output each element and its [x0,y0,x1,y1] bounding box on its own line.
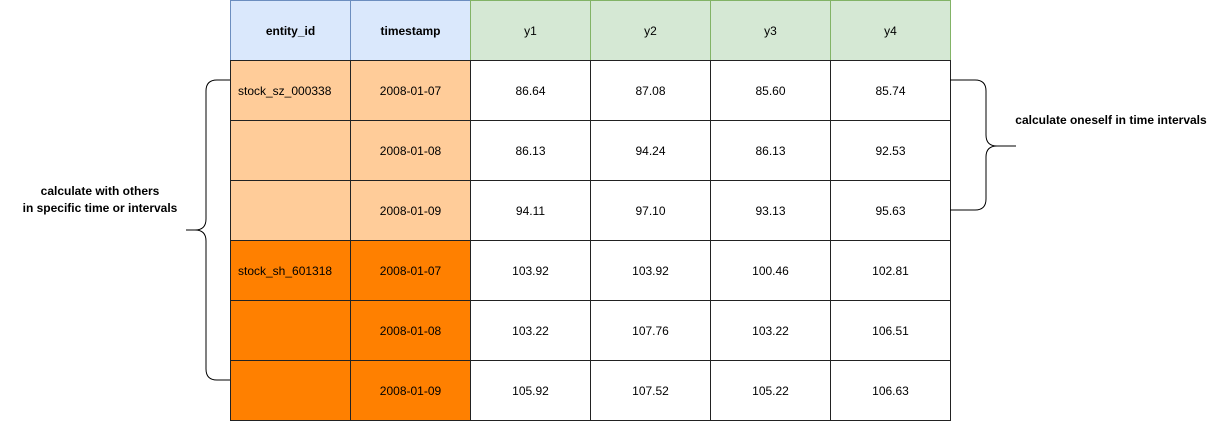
cell-y4: 102.81 [830,240,951,301]
cell-y2: 107.52 [590,360,711,421]
cell-timestamp: 2008-01-09 [350,360,471,421]
cell-y4: 106.63 [830,360,951,421]
cell-y1: 105.92 [470,360,591,421]
cell-entity-id [230,120,351,181]
cell-timestamp: 2008-01-07 [350,60,471,121]
right-curly-brace [950,79,1016,211]
header-y1: y1 [470,0,591,61]
cell-y3: 85.60 [710,60,831,121]
cell-entity-id [230,180,351,241]
cell-y1: 86.13 [470,120,591,181]
cell-timestamp: 2008-01-09 [350,180,471,241]
header-entity-id: entity_id [230,0,351,61]
cell-y2: 97.10 [590,180,711,241]
header-y3: y3 [710,0,831,61]
cell-y1: 103.92 [470,240,591,301]
cell-y3: 103.22 [710,300,831,361]
cell-y4: 85.74 [830,60,951,121]
cell-y4: 92.53 [830,120,951,181]
cell-y3: 105.22 [710,360,831,421]
cell-y1: 86.64 [470,60,591,121]
left-annotation-line1: calculate with others [40,184,160,198]
right-annotation: calculate oneself in time intervals [1015,113,1207,127]
left-annotation-line2: in specific time or intervals [22,201,178,215]
cell-timestamp: 2008-01-07 [350,240,471,301]
header-y4: y4 [830,0,951,61]
left-annotation: calculate with others in specific time o… [0,183,200,217]
cell-timestamp: 2008-01-08 [350,300,471,361]
left-curly-brace [186,79,230,381]
cell-y2: 87.08 [590,60,711,121]
cell-y1: 94.11 [470,180,591,241]
cell-entity-id: stock_sh_601318 [230,240,351,301]
cell-timestamp: 2008-01-08 [350,120,471,181]
cell-entity-id: stock_sz_000338 [230,60,351,121]
cell-y2: 103.92 [590,240,711,301]
cell-y4: 106.51 [830,300,951,361]
